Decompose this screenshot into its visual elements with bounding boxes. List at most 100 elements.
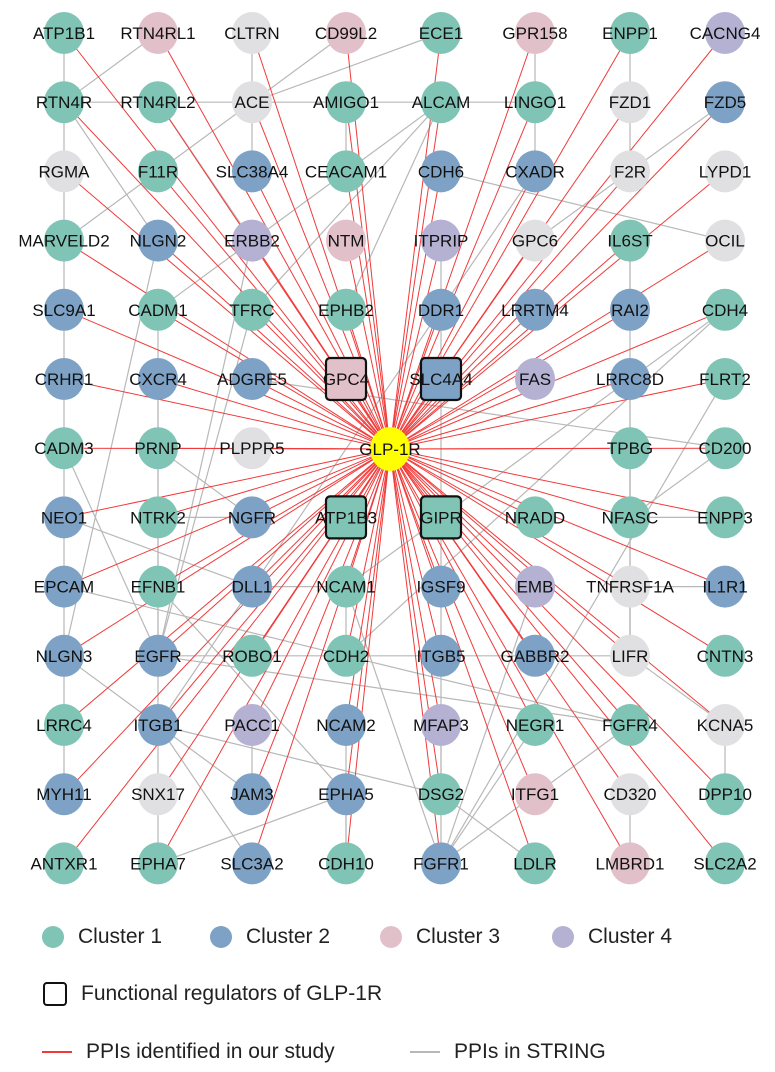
node-nradd[interactable]: NRADD [505,496,565,539]
node-epcam[interactable]: EPCAM [34,565,94,608]
node-f11r[interactable]: F11R [138,150,178,193]
node-rtn4rl1[interactable]: RTN4RL1 [120,12,196,54]
node-fgfr1[interactable]: FGFR1 [413,842,469,885]
node-antxr1[interactable]: ANTXR1 [30,842,98,885]
node-slc4a4[interactable]: SLC4A4 [409,356,473,402]
node-fzd5[interactable]: FZD5 [704,81,747,124]
node-cdh6[interactable]: CDH6 [418,150,464,193]
node-ncam1[interactable]: NCAM1 [316,565,376,608]
node-cntn3[interactable]: CNTN3 [697,634,754,677]
node-cdh4[interactable]: CDH4 [702,288,748,331]
node-amigo1[interactable]: AMIGO1 [313,81,379,124]
node-gpr158[interactable]: GPR158 [502,12,568,54]
node-adgre5[interactable]: ADGRE5 [217,358,287,400]
node-igsf9[interactable]: IGSF9 [416,565,466,608]
node-ncam2[interactable]: NCAM2 [316,704,376,746]
node-dpp10[interactable]: DPP10 [698,773,752,816]
node-slc2a2[interactable]: SLC2A2 [693,842,757,885]
node-il6st[interactable]: IL6ST [607,219,653,262]
node-dsg2[interactable]: DSG2 [418,773,464,816]
node-ntrk2[interactable]: NTRK2 [130,496,186,539]
node-cd320[interactable]: CD320 [604,773,657,816]
node-alcam[interactable]: ALCAM [412,81,471,124]
node-gipr[interactable]: GIPR [419,495,463,540]
node-cadm3[interactable]: CADM3 [34,427,94,470]
node-ldlr[interactable]: LDLR [513,842,557,885]
node-rtn4rl2[interactable]: RTN4RL2 [120,81,196,124]
node-negr1[interactable]: NEGR1 [506,704,565,746]
node-gpc6[interactable]: GPC6 [512,219,558,262]
node-itgb1[interactable]: ITGB1 [133,704,183,746]
node-crhr1[interactable]: CRHR1 [35,358,94,400]
node-lrrtm4[interactable]: LRRTM4 [501,288,569,331]
node-cacng4[interactable]: CACNG4 [690,12,761,54]
node-lmbrd1[interactable]: LMBRD1 [596,842,665,885]
node-ddr1[interactable]: DDR1 [418,288,464,331]
node-il1r1[interactable]: IL1R1 [702,565,748,608]
node-snx17[interactable]: SNX17 [131,773,185,816]
node-cadm1[interactable]: CADM1 [128,288,188,331]
node-epha7[interactable]: EPHA7 [130,842,186,885]
node-mfap3[interactable]: MFAP3 [413,704,469,746]
node-ephb2[interactable]: EPHB2 [318,288,374,331]
node-dll1[interactable]: DLL1 [232,565,273,608]
node-lifr[interactable]: LIFR [610,634,650,677]
node-efnb1[interactable]: EFNB1 [131,565,186,608]
node-epha5[interactable]: EPHA5 [318,773,374,816]
node-emb[interactable]: EMB [515,565,555,608]
node-atp1b1[interactable]: ATP1B1 [33,12,95,54]
node-itprip[interactable]: ITPRIP [414,219,469,262]
node-cd99l2[interactable]: CD99L2 [315,12,377,54]
node-robo1[interactable]: ROBO1 [222,634,282,677]
node-ece1[interactable]: ECE1 [419,12,463,54]
node-fas[interactable]: FAS [515,358,555,400]
node-cdh2[interactable]: CDH2 [323,634,369,677]
node-myh11[interactable]: MYH11 [36,773,92,816]
node-cxcr4[interactable]: CXCR4 [129,358,187,400]
node-nfasc[interactable]: NFASC [602,496,659,539]
node-nlgn3[interactable]: NLGN3 [36,634,93,677]
node-erbb2[interactable]: ERBB2 [224,219,280,262]
node-enpp1[interactable]: ENPP1 [602,12,658,54]
node-prnp[interactable]: PRNP [134,427,182,470]
node-ocil[interactable]: OCIL [705,219,745,262]
node-gpc4[interactable]: GPC4 [323,356,369,402]
node-gabbr2[interactable]: GABBR2 [501,634,570,677]
node-slc3a2[interactable]: SLC3A2 [220,842,284,885]
node-itgb5[interactable]: ITGB5 [416,634,466,677]
node-kcna5[interactable]: KCNA5 [697,704,754,746]
node-lingo1[interactable]: LINGO1 [504,81,566,124]
node-nlgn2[interactable]: NLGN2 [130,219,187,262]
node-rgma[interactable]: RGMA [39,150,91,193]
node-rtn4r[interactable]: RTN4R [36,81,92,124]
node-ceacam1[interactable]: CEACAM1 [305,150,387,193]
node-flrt2[interactable]: FLRT2 [699,358,751,400]
node-cltrn[interactable]: CLTRN [224,12,280,54]
center-node-glp1r[interactable]: GLP-1R [359,427,421,471]
node-ntm[interactable]: NTM [326,219,366,262]
node-enpp3[interactable]: ENPP3 [697,496,753,539]
node-tnfrsf1a[interactable]: TNFRSF1A [586,565,675,608]
node-tfrc[interactable]: TFRC [229,288,275,331]
node-lrrc4[interactable]: LRRC4 [36,704,92,746]
node-lypd1[interactable]: LYPD1 [699,150,752,193]
node-fzd1[interactable]: FZD1 [609,81,652,124]
node-marveld2[interactable]: MARVELD2 [18,219,110,262]
node-rai2[interactable]: RAI2 [610,288,650,331]
node-slc9a1[interactable]: SLC9A1 [32,288,96,331]
node-cdh10[interactable]: CDH10 [318,842,374,885]
node-itfg1[interactable]: ITFG1 [511,773,559,816]
node-cxadr[interactable]: CXADR [505,150,565,193]
node-ngfr[interactable]: NGFR [228,496,276,539]
node-atp1b3[interactable]: ATP1B3 [315,495,377,540]
node-tpbg[interactable]: TPBG [607,427,653,470]
node-slc38a4[interactable]: SLC38A4 [216,150,289,193]
node-pacc1[interactable]: PACC1 [224,704,280,746]
node-ace[interactable]: ACE [232,81,272,124]
node-fgfr4[interactable]: FGFR4 [602,704,658,746]
node-neo1[interactable]: NEO1 [41,496,87,539]
node-egfr[interactable]: EGFR [134,634,182,677]
node-lrrc8d[interactable]: LRRC8D [596,358,664,400]
node-cd200[interactable]: CD200 [699,427,752,470]
node-jam3[interactable]: JAM3 [230,773,274,816]
